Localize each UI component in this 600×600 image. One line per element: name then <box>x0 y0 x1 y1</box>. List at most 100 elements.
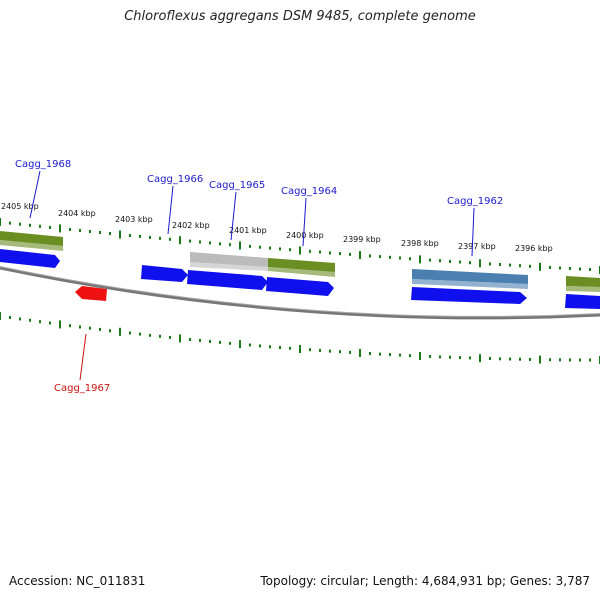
major-tick <box>479 354 481 363</box>
minor-tick <box>279 346 281 349</box>
minor-tick <box>139 234 141 238</box>
minor-tick <box>489 262 491 266</box>
minor-tick <box>389 255 391 259</box>
minor-tick <box>19 317 21 321</box>
minor-tick <box>169 335 171 339</box>
olive-feature[interactable] <box>0 231 63 246</box>
gene-arrow-reverse[interactable] <box>75 286 107 301</box>
minor-tick <box>139 332 141 336</box>
minor-tick <box>549 265 551 269</box>
olive-feature <box>566 286 600 292</box>
minor-tick <box>379 255 381 259</box>
leader-line <box>167 185 174 235</box>
minor-tick <box>519 264 521 268</box>
gene-label-cagg-1966[interactable]: Cagg_1966 <box>147 174 203 185</box>
major-tick <box>299 246 301 255</box>
minor-tick <box>9 316 11 319</box>
minor-tick <box>349 252 351 256</box>
minor-tick <box>219 242 221 246</box>
major-tick <box>239 241 241 250</box>
minor-tick <box>449 259 451 263</box>
gene-label-cagg-1965[interactable]: Cagg_1965 <box>209 180 265 191</box>
major-tick <box>359 349 361 357</box>
minor-tick <box>319 250 321 254</box>
minor-tick <box>269 345 271 349</box>
minor-tick <box>99 231 101 234</box>
forward-cds-track <box>0 249 600 309</box>
tick-label: 2403 kbp <box>115 215 153 224</box>
leader-line <box>29 170 41 219</box>
minor-tick <box>289 346 291 350</box>
minor-tick <box>409 354 411 358</box>
major-tick <box>119 327 121 336</box>
minor-tick <box>149 333 151 337</box>
minor-tick <box>559 358 561 362</box>
reverse-cds-track <box>75 286 107 301</box>
minor-tick <box>49 321 51 325</box>
olive-feature[interactable] <box>268 258 335 272</box>
minor-tick <box>319 348 321 352</box>
minor-tick <box>339 350 341 354</box>
minor-tick <box>149 235 151 239</box>
tick-label: 2405 kbp <box>1 202 39 211</box>
minor-tick <box>159 236 161 240</box>
leader-line <box>471 207 475 257</box>
gene-arrow-forward[interactable] <box>141 265 188 282</box>
gene-label-cagg-1964[interactable]: Cagg_1964 <box>281 186 337 197</box>
gene-arrow-forward[interactable] <box>565 294 600 309</box>
major-tick <box>179 334 181 343</box>
minor-tick <box>589 268 591 271</box>
gene-label-leaders <box>29 170 475 381</box>
minor-tick <box>189 338 191 341</box>
minor-tick <box>69 228 71 231</box>
minor-tick <box>499 357 501 361</box>
major-tick <box>539 355 541 364</box>
gene-arrow-forward[interactable] <box>266 277 334 296</box>
minor-tick <box>99 327 101 331</box>
tick-label: 2397 kbp <box>458 242 496 251</box>
minor-tick <box>529 264 531 268</box>
minor-tick <box>579 358 581 362</box>
major-tick <box>119 230 121 239</box>
leader-line <box>230 191 237 241</box>
minor-tick <box>369 254 371 258</box>
minor-tick <box>29 318 31 322</box>
minor-tick <box>229 243 231 247</box>
gene-arrow-forward[interactable] <box>0 249 60 268</box>
genome-title: Chloroflexus aggregans DSM 9485, complet… <box>124 9 476 24</box>
gene-label-cagg-1967[interactable]: Cagg_1967 <box>54 383 110 394</box>
olive-feature[interactable] <box>566 276 600 287</box>
minor-tick <box>579 267 581 271</box>
minor-tick <box>379 352 381 356</box>
minor-tick <box>589 358 591 362</box>
tick-label: 2399 kbp <box>343 235 381 244</box>
major-tick <box>419 352 421 360</box>
minor-tick <box>439 355 441 359</box>
genome-stats-text: Topology: circular; Length: 4,684,931 bp… <box>260 574 590 588</box>
minor-tick <box>69 324 71 328</box>
minor-tick <box>469 356 471 360</box>
gene-arrow-forward[interactable] <box>187 270 268 290</box>
minor-tick <box>259 245 261 249</box>
minor-tick <box>339 252 341 256</box>
major-tick <box>239 340 241 349</box>
tick-label: 2404 kbp <box>58 209 96 218</box>
minor-tick <box>199 240 201 244</box>
minor-tick <box>29 223 31 227</box>
major-tick <box>539 262 541 271</box>
minor-tick <box>369 352 371 355</box>
minor-tick <box>569 267 571 270</box>
minor-tick <box>169 237 171 241</box>
minor-tick <box>329 251 331 255</box>
minor-tick <box>409 257 411 261</box>
minor-tick <box>469 261 471 265</box>
minor-tick <box>109 329 111 333</box>
minor-tick <box>329 349 331 353</box>
gene-label-cagg-1962[interactable]: Cagg_1962 <box>447 196 503 207</box>
gene-label-cagg-1968[interactable]: Cagg_1968 <box>15 159 71 170</box>
minor-tick <box>229 341 231 345</box>
minor-tick <box>209 339 211 343</box>
major-tick <box>359 251 361 260</box>
gene-arrow-forward[interactable] <box>411 287 527 304</box>
gray-feature <box>190 262 268 271</box>
